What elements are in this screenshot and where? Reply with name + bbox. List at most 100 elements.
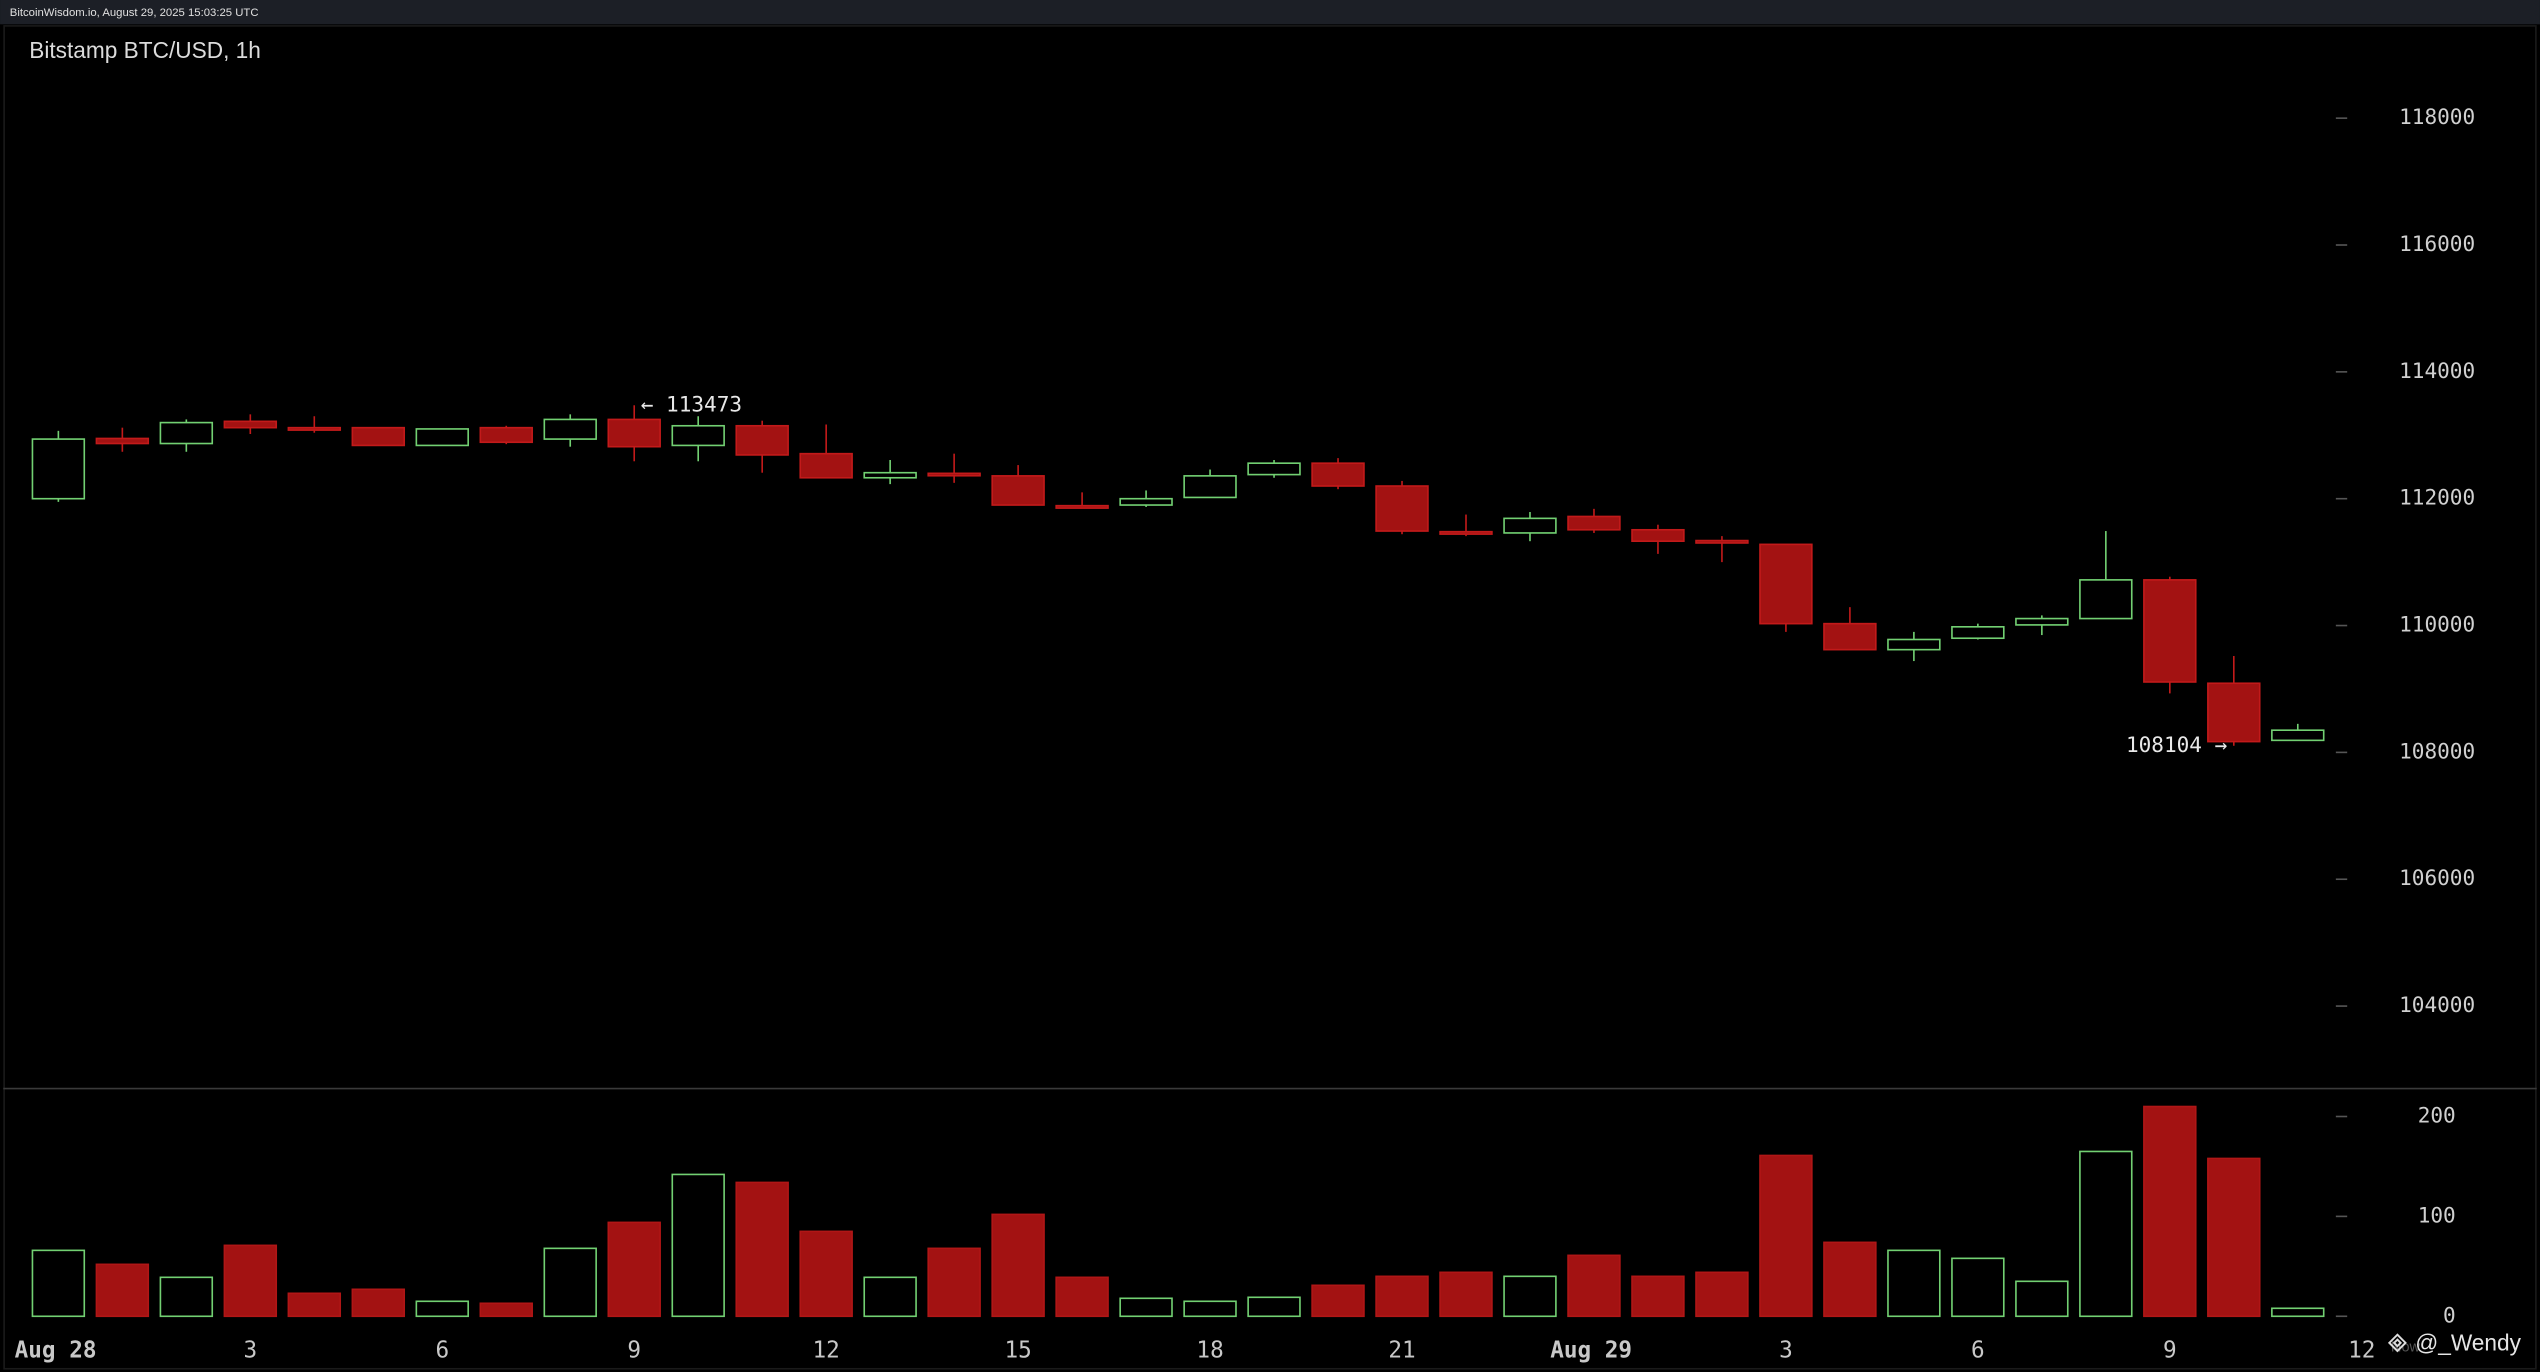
y-tick-label: 108000 — [2399, 738, 2475, 763]
volume-bar — [1951, 1257, 2005, 1318]
x-tick-label: 12 — [813, 1337, 840, 1363]
volume-bar — [1311, 1284, 1365, 1318]
watermark-icon — [2387, 1333, 2407, 1353]
volume-bar — [351, 1288, 406, 1318]
volume-bar — [991, 1213, 1045, 1318]
volume-bar — [607, 1221, 661, 1318]
volume-bar — [2079, 1150, 2133, 1318]
candle-body — [2207, 682, 2261, 743]
volume-bar — [1375, 1275, 1429, 1318]
candle-body — [1119, 497, 1173, 506]
x-tick-label: 6 — [435, 1337, 449, 1363]
candle-body — [479, 426, 533, 444]
y-tick-label: 118000 — [2399, 104, 2475, 129]
candle-body — [2143, 579, 2197, 683]
candle-body — [1055, 504, 1109, 509]
candle-body — [1375, 485, 1429, 532]
watermark: @_Wendy — [2415, 1329, 2521, 1355]
now-label: Now — [2391, 1340, 2421, 1356]
candle-body — [2271, 729, 2325, 742]
volume-bar — [863, 1276, 917, 1318]
volume-bar — [1695, 1271, 1749, 1318]
y-tick-label: 112000 — [2399, 485, 2475, 510]
candle-body — [1823, 622, 1877, 651]
candle-body — [1311, 462, 1365, 487]
volume-bar — [1119, 1297, 1173, 1318]
candle-body — [415, 428, 469, 447]
volume-tick-label: 200 — [2418, 1102, 2456, 1127]
candle-body — [927, 472, 981, 477]
chart-title: Bitstamp BTC/USD, 1h — [29, 37, 261, 63]
volume-bar — [543, 1247, 597, 1318]
volume-bar — [159, 1276, 214, 1318]
candle-body — [2015, 617, 2069, 626]
y-tick-label: 110000 — [2399, 612, 2475, 637]
low-label: 108104 → — [2126, 732, 2227, 757]
volume-bar — [2143, 1105, 2197, 1318]
frame — [3, 25, 2537, 1370]
candle-body — [159, 421, 214, 445]
volume-bar — [799, 1230, 853, 1318]
y-tick-label: 104000 — [2399, 992, 2475, 1017]
x-tick-label: 3 — [1779, 1337, 1793, 1363]
volume-tick-label: 100 — [2418, 1202, 2456, 1227]
candle-body — [1951, 626, 2005, 640]
candle-body — [1887, 638, 1941, 651]
volume-bar — [479, 1302, 533, 1318]
header-bar — [0, 0, 2540, 25]
volume-bar — [1823, 1241, 1877, 1318]
candle-body — [95, 437, 150, 445]
candle-body — [671, 424, 725, 447]
y-tick-label: 106000 — [2399, 865, 2475, 890]
volume-bar — [1567, 1254, 1621, 1318]
candle-body — [351, 426, 406, 447]
watermark-icon-shape — [2387, 1333, 2407, 1353]
volume-bar — [2015, 1280, 2069, 1318]
candle-body — [1183, 475, 1237, 499]
volume-bar — [1055, 1276, 1109, 1318]
candle-body — [2079, 579, 2133, 620]
header-text: BitcoinWisdom.io, August 29, 2025 15:03:… — [10, 7, 259, 19]
x-tick-label: 9 — [627, 1337, 641, 1363]
x-tick-label: 21 — [1388, 1337, 1415, 1363]
volume-bar — [1759, 1154, 1813, 1318]
candle-body — [543, 418, 597, 440]
candle-body — [31, 438, 86, 500]
volume-tick-label: 0 — [2443, 1302, 2456, 1327]
volume-bar — [1439, 1271, 1493, 1318]
volume-bar — [223, 1244, 278, 1318]
volume-bar — [1631, 1275, 1685, 1318]
volume-bar — [31, 1249, 86, 1318]
volume-bar — [2271, 1307, 2325, 1318]
x-tick-label: 15 — [1004, 1337, 1031, 1363]
candle-body — [1631, 528, 1685, 543]
candle-body — [863, 471, 917, 479]
candle-body — [991, 475, 1045, 506]
candle-body — [1247, 462, 1301, 476]
volume-bar — [1183, 1300, 1237, 1318]
volume-bar — [735, 1181, 789, 1318]
candle-body — [1503, 517, 1557, 534]
x-tick-label: 6 — [1971, 1337, 1985, 1363]
y-tick-label: 114000 — [2399, 358, 2475, 383]
x-tick-label: Aug 28 — [15, 1337, 97, 1363]
x-tick-label: 3 — [243, 1337, 257, 1363]
candle-body — [607, 418, 661, 448]
volume-bar — [671, 1173, 725, 1318]
candle-body — [1695, 539, 1749, 544]
candle-body — [287, 426, 342, 431]
x-tick-label: 12 — [2348, 1337, 2375, 1363]
candle-body — [1439, 530, 1493, 535]
volume-bar — [287, 1292, 342, 1318]
high-label: ← 113473 — [641, 391, 742, 416]
volume-bar — [1503, 1275, 1557, 1318]
x-tick-label: 9 — [2163, 1337, 2177, 1363]
volume-bar — [415, 1300, 469, 1318]
x-tick-label: Aug 29 — [1550, 1337, 1632, 1363]
volume-bar — [95, 1263, 150, 1318]
candle-body — [1759, 543, 1813, 625]
y-tick-label: 116000 — [2399, 231, 2475, 256]
candle-body — [1567, 515, 1621, 531]
